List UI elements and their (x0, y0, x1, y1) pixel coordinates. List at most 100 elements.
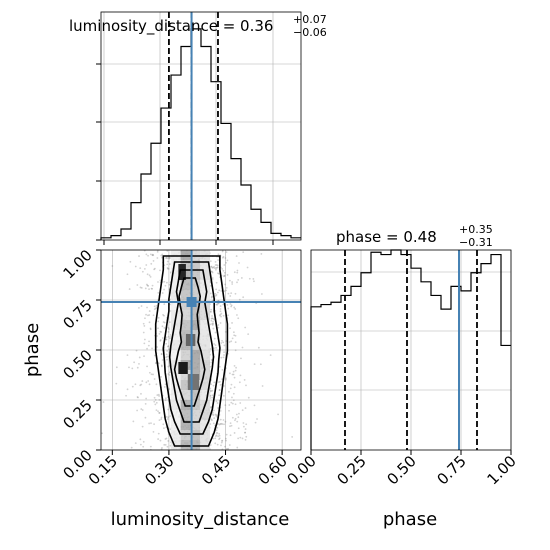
scatter-point (165, 437, 168, 440)
joint-ytick-label-3: 0.75 (59, 296, 95, 332)
scatter-point (244, 431, 246, 434)
density-cell (200, 440, 211, 450)
scatter-point (212, 266, 215, 269)
scatter-point (131, 385, 134, 388)
scatter-point (210, 405, 213, 408)
scatter-point (140, 286, 143, 289)
density-cell (180, 330, 191, 340)
scatter-point (215, 288, 218, 291)
scatter-point (210, 361, 213, 364)
scatter-point (115, 382, 118, 385)
scatter-point (126, 273, 129, 276)
scatter-point (213, 337, 216, 340)
scatter-point (221, 256, 224, 259)
scatter-point (230, 383, 233, 386)
phase-title-plus: +0.35 (459, 223, 493, 236)
scatter-point (156, 394, 159, 396)
scatter-point (158, 419, 161, 422)
scatter-point (149, 445, 152, 448)
scatter-point (218, 365, 221, 368)
scatter-point (247, 396, 250, 399)
scatter-point (218, 394, 221, 397)
joint-xtick-label-2: 0.45 (198, 452, 234, 488)
density-cell (170, 290, 181, 300)
scatter-point (223, 354, 225, 356)
scatter-point (221, 268, 223, 270)
scatter-point (157, 281, 159, 283)
scatter-point (151, 347, 153, 350)
scatter-point (216, 303, 219, 306)
scatter-point (217, 291, 219, 294)
scatter-point (257, 346, 260, 349)
scatter-point (225, 251, 228, 253)
scatter-point (158, 332, 161, 335)
scatter-point (211, 315, 213, 317)
scatter-point (152, 260, 155, 262)
scatter-point (165, 338, 168, 341)
scatter-point (166, 350, 169, 352)
scatter-point (210, 308, 213, 311)
scatter-point (237, 317, 240, 320)
scatter-point (230, 401, 233, 404)
joint-contours (154, 255, 229, 447)
scatter-point (242, 425, 245, 428)
scatter-point (163, 427, 165, 430)
scatter-point (134, 265, 137, 268)
scatter-point (160, 418, 163, 421)
scatter-point (165, 353, 168, 356)
scatter-point (141, 380, 144, 382)
scatter-point (232, 392, 235, 395)
scatter-point (221, 250, 224, 253)
scatter-point (136, 366, 139, 369)
scatter-point (261, 385, 264, 387)
scatter-point (231, 281, 234, 283)
density-cell (180, 250, 191, 260)
scatter-point (213, 417, 216, 419)
density-cell (170, 300, 181, 310)
scatter-point (155, 383, 158, 386)
scatter-point (165, 338, 168, 341)
scatter-point (214, 435, 217, 438)
scatter-point (237, 416, 240, 419)
scatter-point (217, 259, 220, 261)
scatter-point (218, 289, 221, 292)
scatter-point (214, 437, 217, 440)
density-cell (200, 340, 211, 350)
scatter-point (235, 255, 238, 257)
scatter-point (157, 410, 159, 413)
scatter-point (217, 407, 219, 409)
scatter-point (237, 437, 240, 440)
scatter-point (220, 342, 223, 344)
scatter-point (234, 341, 237, 344)
scatter-point (253, 404, 256, 407)
scatter-point (147, 344, 150, 347)
scatter-point (149, 275, 152, 278)
scatter-point (143, 338, 146, 341)
scatter-point (211, 396, 214, 399)
density-peak-cell-3 (187, 374, 200, 390)
scatter-point (160, 353, 163, 356)
density-cell (190, 430, 201, 440)
scatter-point (230, 424, 233, 427)
scatter-point (166, 355, 169, 358)
scatter-point (125, 394, 127, 397)
density-cell (170, 340, 181, 350)
density-cell (180, 440, 191, 450)
scatter-point (148, 288, 150, 291)
scatter-point (157, 327, 159, 330)
scatter-point (101, 432, 103, 435)
scatter-point (160, 352, 163, 355)
scatter-point (209, 284, 212, 287)
scatter-point (242, 251, 245, 254)
scatter-point (153, 378, 156, 380)
scatter-point (154, 398, 157, 401)
scatter-point (229, 295, 232, 297)
scatter-point (158, 412, 161, 414)
scatter-point (239, 436, 242, 439)
scatter-point (153, 308, 156, 311)
scatter-point (210, 295, 213, 298)
scatter-point (156, 346, 159, 348)
scatter-point (142, 322, 145, 325)
scatter-point (234, 419, 236, 422)
scatter-point (228, 404, 231, 406)
